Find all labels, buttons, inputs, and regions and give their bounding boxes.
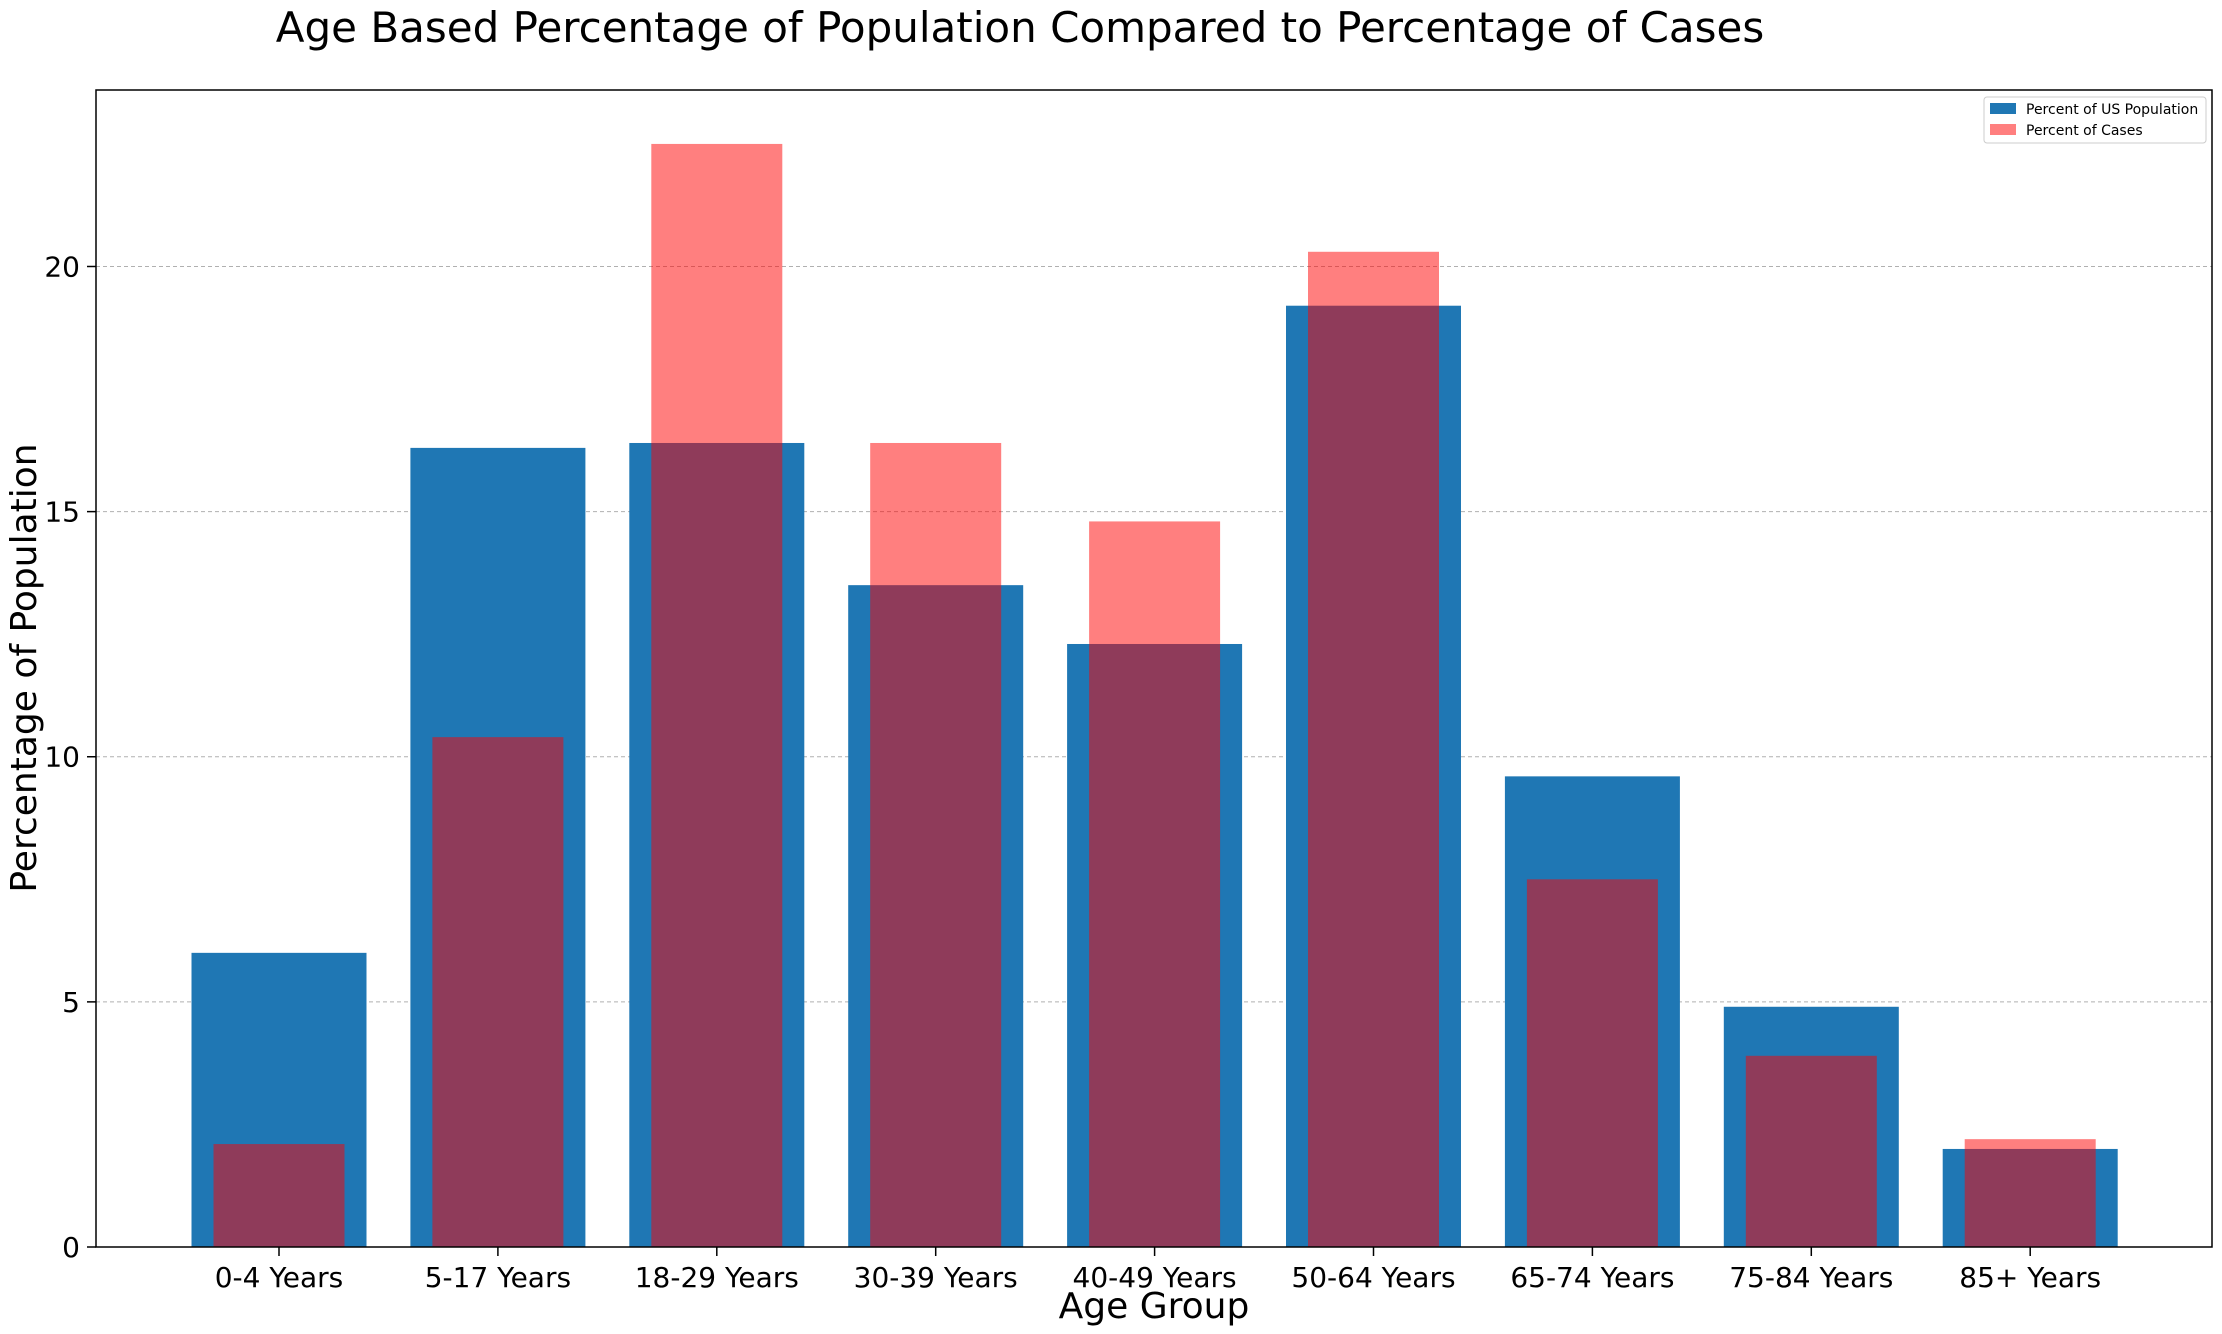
- y-tick-label: 5: [62, 986, 80, 1019]
- x-tick-label: 85+ Years: [1959, 1261, 2101, 1294]
- x-axis-label: Age Group: [1059, 1286, 1250, 1327]
- legend: Percent of US Population Percent of Case…: [1983, 96, 2207, 144]
- x-tick-label: 18-29 Years: [635, 1261, 799, 1294]
- chart-title: Age Based Percentage of Population Compa…: [276, 3, 1765, 52]
- ticks: 0 5 10 15 20 0-4 Years 5-17 Years 18-29 Years 30…: [44, 250, 2101, 1294]
- legend-label-cases: Percent of Cases: [2026, 123, 2143, 139]
- y-tick-label: 20: [44, 250, 80, 283]
- x-tick-label: 40-49 Years: [1073, 1261, 1237, 1294]
- x-tick-label: 30-39 Years: [854, 1261, 1018, 1294]
- x-tick-label: 5-17 Years: [425, 1261, 571, 1294]
- x-tick-label: 0-4 Years: [215, 1261, 344, 1294]
- bar-cases: [1745, 1055, 1877, 1247]
- x-tick-label: 75-84 Years: [1729, 1261, 1893, 1294]
- bar-cases: [1526, 879, 1658, 1247]
- legend-box: [1983, 96, 2207, 144]
- bar-cases: [213, 1144, 345, 1247]
- y-tick-label: 15: [44, 496, 80, 529]
- bar-cases: [432, 737, 564, 1247]
- bar-cases: [651, 143, 783, 1247]
- bar-cases: [1308, 251, 1439, 1247]
- y-tick-label: 10: [44, 741, 80, 774]
- bars: [191, 143, 2118, 1248]
- y-axis-label: Percentage of Population: [4, 443, 45, 892]
- y-tick-label: 0: [62, 1231, 80, 1264]
- bar-cases: [1089, 521, 1221, 1247]
- legend-swatch-population: [1990, 103, 2016, 114]
- bar-cases: [1964, 1139, 2096, 1247]
- x-tick-label: 50-64 Years: [1291, 1261, 1455, 1294]
- legend-swatch-cases: [1990, 124, 2016, 135]
- legend-label-population: Percent of US Population: [2026, 102, 2198, 118]
- bar-cases: [870, 442, 1002, 1248]
- x-tick-label: 65-74 Years: [1510, 1261, 1674, 1294]
